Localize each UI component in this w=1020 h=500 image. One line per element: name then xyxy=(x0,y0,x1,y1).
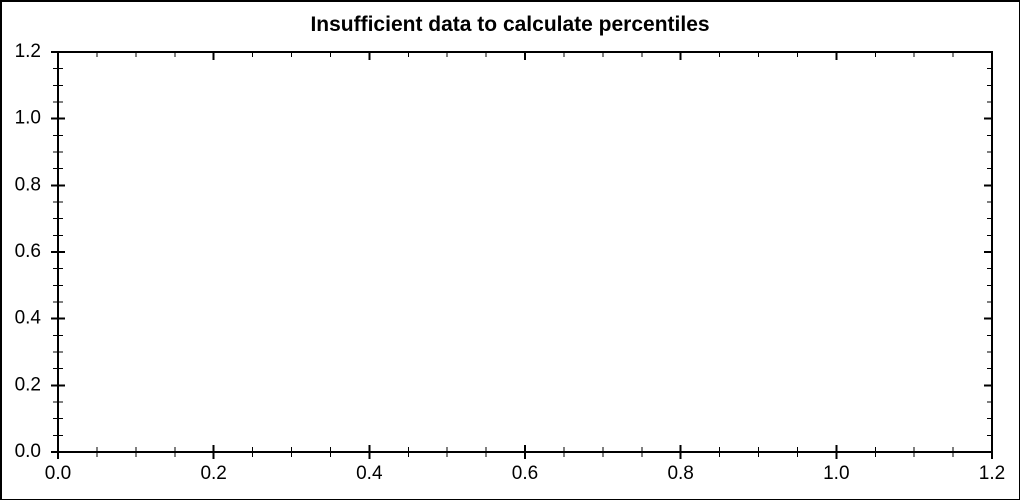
chart-title: Insufficient data to calculate percentil… xyxy=(310,13,710,36)
y-tick-label: 0.6 xyxy=(15,241,41,262)
y-tick-label: 0.8 xyxy=(15,174,41,195)
y-tick-label: 0.2 xyxy=(15,374,41,395)
x-tick-label: 0.2 xyxy=(200,463,226,484)
axes-frame xyxy=(57,51,993,453)
y-tick-label: 0.0 xyxy=(15,441,41,462)
x-tick-label: 0.0 xyxy=(45,463,71,484)
x-tick-label: 0.8 xyxy=(667,463,693,484)
x-tick-label: 0.6 xyxy=(512,463,538,484)
y-tick-label: 0.4 xyxy=(15,308,42,329)
y-tick-label: 1.2 xyxy=(15,41,41,62)
x-tick-label: 1.0 xyxy=(823,463,849,484)
x-tick-label: 0.4 xyxy=(356,463,383,484)
x-tick-label: 1.2 xyxy=(979,463,1005,484)
y-tick-label: 1.0 xyxy=(15,108,41,129)
